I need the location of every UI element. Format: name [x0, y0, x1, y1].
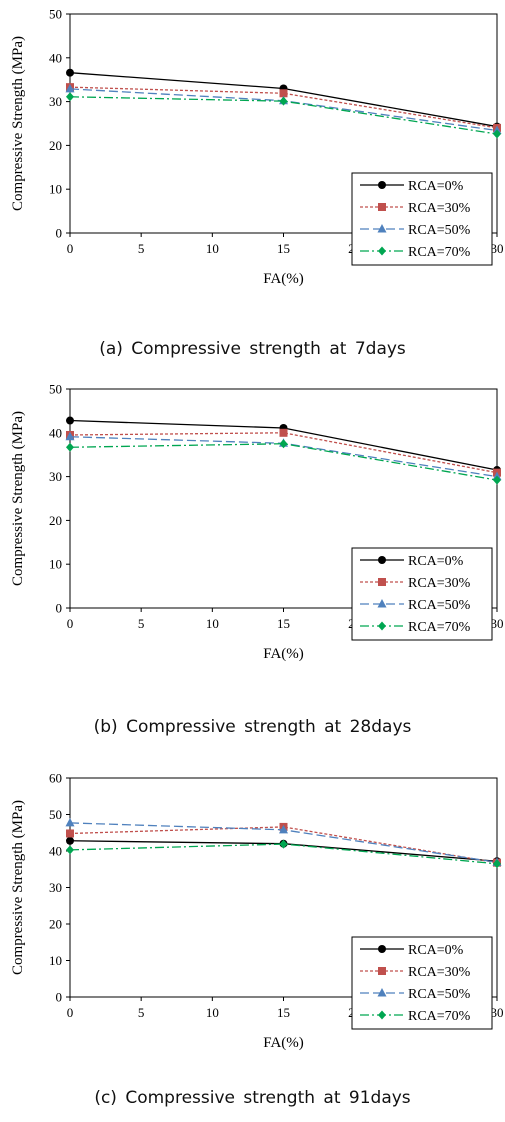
legend-label: RCA=30% — [408, 576, 471, 591]
data-point — [66, 417, 74, 425]
x-axis-label: FA(%) — [263, 646, 304, 662]
caption-28days: (b) Compressive strength at 28days — [0, 717, 505, 737]
legend-label: RCA=50% — [408, 987, 471, 1002]
x-tick-label: 15 — [277, 616, 290, 631]
y-tick-label: 10 — [49, 182, 62, 197]
y-tick-label: 10 — [49, 953, 62, 968]
y-tick-label: 50 — [49, 7, 62, 22]
y-tick-label: 60 — [49, 771, 62, 786]
legend-label: RCA=50% — [408, 598, 471, 613]
series-2 — [66, 429, 501, 477]
data-point — [66, 845, 74, 854]
x-tick-label: 15 — [277, 241, 290, 256]
y-tick-label: 0 — [56, 601, 63, 616]
y-tick-label: 30 — [49, 94, 62, 109]
y-tick-label: 20 — [49, 917, 62, 932]
chart-28days: 01020304050051015202530FA(%)Compressive … — [0, 375, 505, 705]
legend-marker — [378, 945, 386, 953]
legend-label: RCA=30% — [408, 965, 471, 980]
chart-panel-91days: 0102030405060051015202530FA(%)Compressiv… — [0, 750, 505, 1122]
x-tick-label: 15 — [277, 1005, 290, 1020]
y-tick-label: 40 — [49, 425, 62, 440]
legend: RCA=0% RCA=30% RCA=50% RCA=70% — [352, 173, 492, 265]
series-line — [70, 444, 497, 480]
x-tick-label: 0 — [67, 241, 74, 256]
data-point — [66, 829, 74, 837]
caption-91days: (c) Compressive strength at 91days — [0, 1088, 505, 1108]
chart-7days: 01020304050051015202530FA(%)Compressive … — [0, 0, 505, 330]
chart-91days: 0102030405060051015202530FA(%)Compressiv… — [0, 750, 505, 1080]
y-tick-label: 50 — [49, 382, 62, 397]
data-point — [280, 429, 288, 437]
data-point — [280, 97, 288, 106]
series-3 — [66, 432, 502, 480]
y-tick-label: 30 — [49, 880, 62, 895]
legend-marker — [378, 203, 386, 211]
legend-label: RCA=30% — [408, 201, 471, 216]
y-tick-label: 40 — [49, 50, 62, 65]
chart-panel-28days: 01020304050051015202530FA(%)Compressive … — [0, 375, 505, 750]
chart-panel-7days: 01020304050051015202530FA(%)Compressive … — [0, 0, 505, 375]
data-point — [66, 92, 74, 101]
data-point — [66, 818, 75, 827]
y-axis-label: Compressive Strength (MPa) — [10, 800, 26, 975]
y-tick-label: 0 — [56, 226, 63, 241]
y-tick-label: 20 — [49, 513, 62, 528]
caption-7days: (a) Compressive strength at 7days — [0, 339, 505, 359]
legend-label: RCA=50% — [408, 223, 471, 238]
series-4 — [66, 840, 501, 869]
data-point — [66, 443, 74, 452]
y-tick-label: 10 — [49, 557, 62, 572]
x-tick-label: 5 — [138, 1005, 145, 1020]
x-tick-label: 10 — [206, 616, 219, 631]
x-tick-label: 5 — [138, 241, 145, 256]
legend-label: RCA=0% — [408, 554, 464, 569]
x-tick-label: 0 — [67, 616, 74, 631]
x-tick-label: 5 — [138, 616, 145, 631]
x-tick-label: 10 — [206, 241, 219, 256]
legend-label: RCA=70% — [408, 620, 471, 635]
legend-label: RCA=70% — [408, 245, 471, 260]
x-axis-label: FA(%) — [263, 1035, 304, 1051]
series-2 — [66, 83, 501, 132]
legend-marker — [378, 181, 386, 189]
y-tick-label: 40 — [49, 844, 62, 859]
series-4 — [66, 439, 501, 484]
legend: RCA=0% RCA=30% RCA=50% RCA=70% — [352, 548, 492, 640]
y-tick-label: 50 — [49, 807, 62, 822]
x-axis-label: FA(%) — [263, 271, 304, 287]
legend: RCA=0% RCA=30% RCA=50% RCA=70% — [352, 937, 492, 1029]
legend-label: RCA=70% — [408, 1009, 471, 1024]
legend-marker — [378, 556, 386, 564]
y-axis-label: Compressive Strength (MPa) — [10, 411, 26, 586]
legend-label: RCA=0% — [408, 179, 464, 194]
legend-marker — [378, 967, 386, 975]
y-tick-label: 30 — [49, 469, 62, 484]
data-point — [280, 439, 288, 448]
data-point — [66, 837, 74, 845]
y-tick-label: 20 — [49, 138, 62, 153]
y-axis-label: Compressive Strength (MPa) — [10, 36, 26, 211]
y-tick-label: 0 — [56, 990, 63, 1005]
legend-marker — [378, 578, 386, 586]
x-tick-label: 10 — [206, 1005, 219, 1020]
legend-label: RCA=0% — [408, 943, 464, 958]
data-point — [66, 69, 74, 77]
x-tick-label: 0 — [67, 1005, 74, 1020]
